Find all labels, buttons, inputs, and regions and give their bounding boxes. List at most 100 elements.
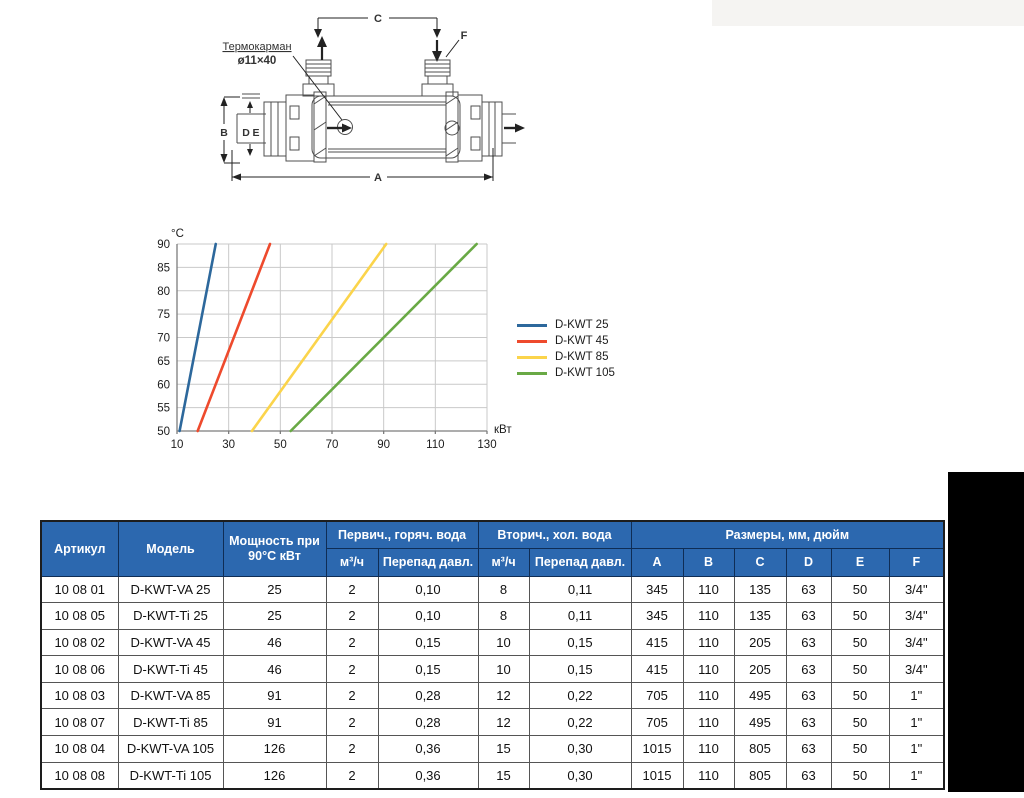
svg-text:65: 65 — [157, 356, 170, 368]
legend-swatch — [517, 339, 547, 343]
table-cell: 12 — [477, 708, 530, 737]
table-cell: 3/4" — [888, 575, 945, 604]
table-cell: 0,22 — [528, 708, 632, 737]
scan-artifact-smudge — [712, 0, 1024, 26]
col-header-dim-f: F — [888, 547, 945, 577]
col-header-dim-a: A — [630, 547, 684, 577]
table-cell: 0,10 — [377, 602, 479, 630]
table-row: 10 08 02 D-KWT-VA 45 46 2 0,15 10 0,15 415 110 20… — [40, 628, 945, 657]
svg-text:70: 70 — [326, 439, 339, 451]
product-dimension-diagram: Термокарман ø11×40 C F A B D E — [220, 13, 525, 184]
svg-text:55: 55 — [157, 403, 170, 415]
table-cell: 110 — [682, 628, 735, 657]
svg-text:30: 30 — [222, 439, 235, 451]
table-cell: 1" — [888, 761, 945, 790]
table-row: 10 08 01 D-KWT-VA 25 25 2 0,10 8 0,11 345 110 135… — [40, 575, 945, 604]
table-row: 10 08 05 D-KWT-Ti 25 25 2 0,10 8 0,11 345 110 135… — [40, 602, 945, 630]
table-cell: 2 — [325, 735, 379, 763]
col-header-dim-e: E — [830, 547, 890, 577]
table-cell: 0,36 — [377, 735, 479, 763]
table-cell: 0,15 — [528, 628, 632, 657]
svg-text:110: 110 — [426, 439, 444, 451]
legend-label: D-KWT 105 — [555, 367, 615, 379]
table-cell: 25 — [222, 575, 327, 604]
legend-item: D-KWT 85 — [517, 351, 615, 363]
table-cell: D-KWT-Ti 25 — [117, 602, 224, 630]
col-group-primary: Первич., горяч. вода — [325, 520, 479, 549]
table-cell: 0,15 — [377, 628, 479, 657]
table-cell: 0,10 — [377, 575, 479, 604]
table-cell: 91 — [222, 708, 327, 737]
col-header-secondary-flow: м³/ч — [477, 547, 530, 577]
table-row: 10 08 04 D-KWT-VA 105 126 2 0,36 15 0,30 1015 11… — [40, 735, 945, 763]
table-cell: 3/4" — [888, 655, 945, 683]
table-cell: 1" — [888, 681, 945, 710]
table-cell: 12 — [477, 681, 530, 710]
dim-f-label: F — [461, 30, 468, 42]
table-cell: 110 — [682, 708, 735, 737]
table-cell: 415 — [630, 628, 684, 657]
table-cell: 0,30 — [528, 761, 632, 790]
table-cell: 63 — [785, 655, 832, 683]
svg-text:90: 90 — [157, 239, 170, 251]
svg-text:80: 80 — [157, 286, 170, 298]
table-cell: 205 — [733, 655, 787, 683]
table-cell: 46 — [222, 655, 327, 683]
col-header-article: Артикул — [40, 520, 119, 577]
series-line-d-kwt-45 — [196, 242, 272, 433]
table-cell: D-KWT-VA 45 — [117, 628, 224, 657]
legend-label: D-KWT 45 — [555, 335, 609, 347]
dim-a-label: A — [374, 172, 382, 184]
chart-axes — [176, 244, 488, 434]
col-group-secondary: Вторич., хол. вода — [477, 520, 632, 549]
table-cell: 110 — [682, 681, 735, 710]
col-header-secondary-pressure: Перепад давл. — [528, 547, 632, 577]
table-cell: 3/4" — [888, 602, 945, 630]
svg-text:60: 60 — [157, 379, 170, 391]
col-group-dimensions: Размеры, мм, дюйм — [630, 520, 945, 549]
table-cell: 25 — [222, 602, 327, 630]
table-cell: 345 — [630, 602, 684, 630]
table-cell: 10 08 01 — [40, 575, 119, 604]
table-cell: 0,28 — [377, 708, 479, 737]
table-cell: 110 — [682, 602, 735, 630]
table-row: 10 08 07 D-KWT-Ti 85 91 2 0,28 12 0,22 705 110 49… — [40, 708, 945, 737]
table-cell: 10 — [477, 628, 530, 657]
thermowell-size-label: ø11×40 — [238, 55, 277, 67]
svg-text:10: 10 — [171, 439, 184, 451]
table-cell: 2 — [325, 628, 379, 657]
series-line-d-kwt-25 — [178, 242, 218, 433]
series-line-d-kwt-85 — [250, 242, 388, 433]
table-cell: 10 — [477, 655, 530, 683]
chart-legend: D-KWT 25 D-KWT 45 D-KWT 85 D-KWT 105 — [517, 319, 615, 383]
col-header-primary-flow: м³/ч — [325, 547, 379, 577]
table-cell: 46 — [222, 628, 327, 657]
table-cell: 10 08 03 — [40, 681, 119, 710]
table-cell: 135 — [733, 602, 787, 630]
table-cell: 205 — [733, 628, 787, 657]
chart-series-lines — [178, 242, 478, 433]
table-cell: 10 08 05 — [40, 602, 119, 630]
table-cell: 110 — [682, 735, 735, 763]
table-cell: 15 — [477, 761, 530, 790]
thermowell-label: Термокарман — [222, 41, 291, 53]
dim-e-label: E — [252, 127, 259, 139]
table-cell: 91 — [222, 681, 327, 710]
svg-text:75: 75 — [157, 309, 170, 321]
dim-d-label: D — [242, 127, 250, 139]
table-cell: 63 — [785, 735, 832, 763]
col-header-dim-c: C — [733, 547, 787, 577]
col-header-model: Модель — [117, 520, 224, 577]
legend-swatch — [517, 371, 547, 375]
table-cell: 2 — [325, 575, 379, 604]
table-cell: 705 — [630, 708, 684, 737]
table-cell: 135 — [733, 575, 787, 604]
table-cell: 50 — [830, 681, 890, 710]
x-axis-unit-label: кВт — [494, 424, 512, 436]
svg-text:50: 50 — [157, 426, 170, 438]
svg-text:50: 50 — [274, 439, 287, 451]
chart-tick-labels: 50 55 60 65 70 75 80 85 90 10 30 50 70 90 110 130 — [157, 239, 496, 451]
table-cell: 110 — [682, 655, 735, 683]
table-cell: 15 — [477, 735, 530, 763]
